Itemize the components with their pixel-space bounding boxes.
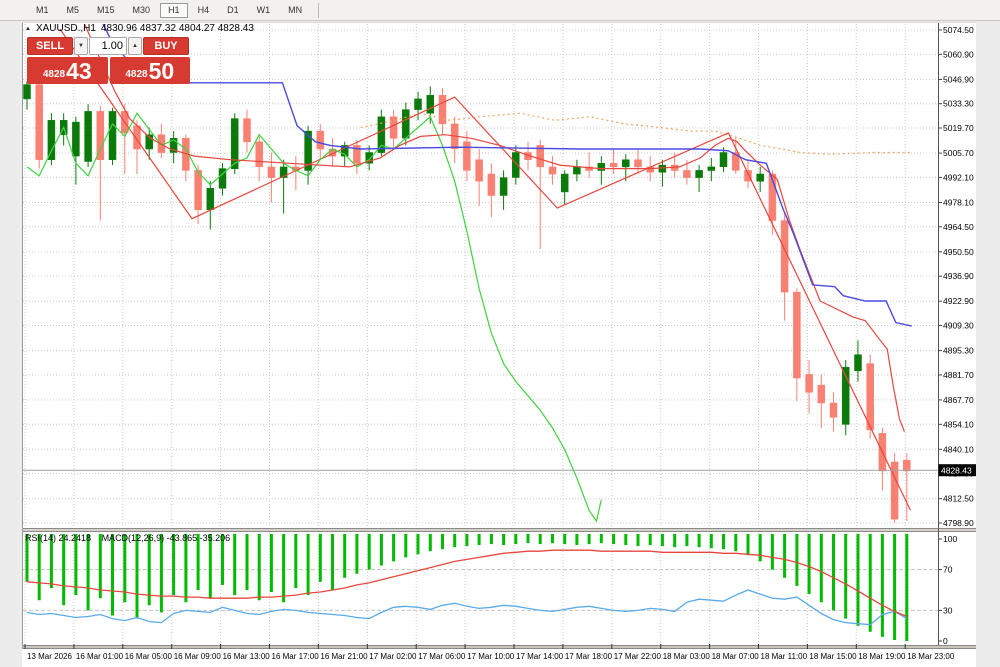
one-click-trade-panel: SELL ▼ ▲ BUY 4828 43 4828 50 xyxy=(27,37,190,84)
svg-text:4840.10: 4840.10 xyxy=(943,444,974,454)
svg-text:17 Mar 22:00: 17 Mar 22:00 xyxy=(614,652,662,661)
time-axis[interactable] xyxy=(22,649,976,667)
svg-text:17 Mar 14:00: 17 Mar 14:00 xyxy=(516,652,564,661)
svg-text:16 Mar 17:00: 16 Mar 17:00 xyxy=(272,652,320,661)
svg-text:4964.50: 4964.50 xyxy=(943,222,974,232)
svg-text:18 Mar 23:00: 18 Mar 23:00 xyxy=(907,652,955,661)
sell-price-pips: 43 xyxy=(66,58,92,85)
svg-text:4909.30: 4909.30 xyxy=(943,321,974,331)
svg-text:4978.10: 4978.10 xyxy=(943,198,974,208)
svg-text:18 Mar 15:00: 18 Mar 15:00 xyxy=(809,652,857,661)
volume-input[interactable] xyxy=(89,37,127,55)
timeframe-button-m15[interactable]: M15 xyxy=(97,4,115,15)
buy-button[interactable]: BUY xyxy=(143,37,189,55)
timeframe-button-h4[interactable]: H4 xyxy=(197,4,210,15)
chevron-down-icon: ▼ xyxy=(78,43,84,49)
svg-text:13 Mar 2026: 13 Mar 2026 xyxy=(27,652,72,661)
svg-text:4828.43: 4828.43 xyxy=(941,465,972,475)
svg-text:17 Mar 06:00: 17 Mar 06:00 xyxy=(418,652,466,661)
macd-label: MACD(12,26,9) -43.865 -35.206 xyxy=(101,533,231,543)
svg-text:4922.90: 4922.90 xyxy=(943,296,974,306)
svg-text:4992.10: 4992.10 xyxy=(943,172,974,182)
buy-price-display[interactable]: 4828 50 xyxy=(109,57,190,85)
svg-text:4950.50: 4950.50 xyxy=(943,247,974,257)
svg-text:100: 100 xyxy=(943,534,957,544)
svg-text:18 Mar 03:00: 18 Mar 03:00 xyxy=(663,652,711,661)
timeframe-toolbar: M1 M5 M15 M30 H1 H4 D1 W1 MN xyxy=(0,0,1000,21)
svg-text:4936.90: 4936.90 xyxy=(943,271,974,281)
sell-button[interactable]: SELL xyxy=(27,37,73,55)
svg-text:17 Mar 18:00: 17 Mar 18:00 xyxy=(565,652,613,661)
svg-text:18 Mar 19:00: 18 Mar 19:00 xyxy=(858,652,906,661)
svg-text:5019.70: 5019.70 xyxy=(943,123,974,133)
chart-ohlc: 4830.96 4837.32 4804.27 4828.43 xyxy=(100,23,254,34)
volume-decrease-button[interactable]: ▼ xyxy=(74,37,88,55)
svg-text:0: 0 xyxy=(943,636,948,646)
buy-price-main: 4828 xyxy=(125,69,148,80)
svg-text:4812.50: 4812.50 xyxy=(943,494,974,504)
chart-header: ▲ XAUUSD.,H1 4830.96 4837.32 4804.27 482… xyxy=(25,23,254,34)
price-axis[interactable] xyxy=(939,22,976,645)
collapse-icon[interactable]: ▲ xyxy=(25,25,31,32)
svg-text:16 Mar 21:00: 16 Mar 21:00 xyxy=(320,652,368,661)
chevron-up-icon: ▲ xyxy=(132,43,138,49)
svg-text:5060.90: 5060.90 xyxy=(943,49,974,59)
svg-text:4895.30: 4895.30 xyxy=(943,346,974,356)
chart-window[interactable]: 5074.50 5060.90 5046.90 5033.30 5019.70 5005.… xyxy=(22,22,976,667)
svg-text:5046.90: 5046.90 xyxy=(943,74,974,84)
svg-text:18 Mar 07:00: 18 Mar 07:00 xyxy=(712,652,760,661)
svg-text:4867.70: 4867.70 xyxy=(943,395,974,405)
svg-text:16 Mar 01:00: 16 Mar 01:00 xyxy=(76,652,124,661)
indicator-labels: RSI(14) 24.2418 MACD(12,26,9) -43.865 -3… xyxy=(25,533,230,543)
svg-text:16 Mar 09:00: 16 Mar 09:00 xyxy=(174,652,222,661)
sell-price-display[interactable]: 4828 43 xyxy=(27,57,108,84)
timeframe-button-h1[interactable]: H1 xyxy=(160,2,188,18)
svg-text:17 Mar 02:00: 17 Mar 02:00 xyxy=(369,652,417,661)
svg-text:16 Mar 05:00: 16 Mar 05:00 xyxy=(125,652,173,661)
svg-text:5005.70: 5005.70 xyxy=(943,148,974,158)
svg-text:16 Mar 13:00: 16 Mar 13:00 xyxy=(223,652,271,661)
timeframe-button-mn[interactable]: MN xyxy=(288,4,303,15)
svg-text:4798.90: 4798.90 xyxy=(943,518,974,528)
buy-price-pips: 50 xyxy=(148,58,175,85)
svg-text:18 Mar 11:00: 18 Mar 11:00 xyxy=(761,652,808,661)
toolbar-separator xyxy=(318,2,320,18)
chart-symbol-period: XAUUSD.,H1 xyxy=(35,23,96,34)
timeframe-button-m30[interactable]: M30 xyxy=(132,4,151,15)
timeframe-button-w1[interactable]: W1 xyxy=(256,4,271,15)
timeframe-button-m1[interactable]: M1 xyxy=(36,4,49,15)
rsi-label: RSI(14) 24.2418 xyxy=(25,533,92,543)
sell-price-main: 4828 xyxy=(42,69,66,80)
svg-text:30: 30 xyxy=(943,605,953,615)
svg-text:70: 70 xyxy=(943,565,953,575)
timeframe-button-m5[interactable]: M5 xyxy=(66,4,80,15)
svg-text:5074.50: 5074.50 xyxy=(943,25,974,35)
chart-canvas[interactable]: 5074.50 5060.90 5046.90 5033.30 5019.70 5005.… xyxy=(22,22,976,667)
svg-text:4881.70: 4881.70 xyxy=(943,370,974,380)
svg-text:17 Mar 10:00: 17 Mar 10:00 xyxy=(467,652,515,661)
timeframe-button-d1[interactable]: D1 xyxy=(227,4,239,15)
volume-increase-button[interactable]: ▲ xyxy=(128,37,142,55)
svg-text:4854.10: 4854.10 xyxy=(943,419,974,429)
svg-text:5033.30: 5033.30 xyxy=(943,99,974,109)
